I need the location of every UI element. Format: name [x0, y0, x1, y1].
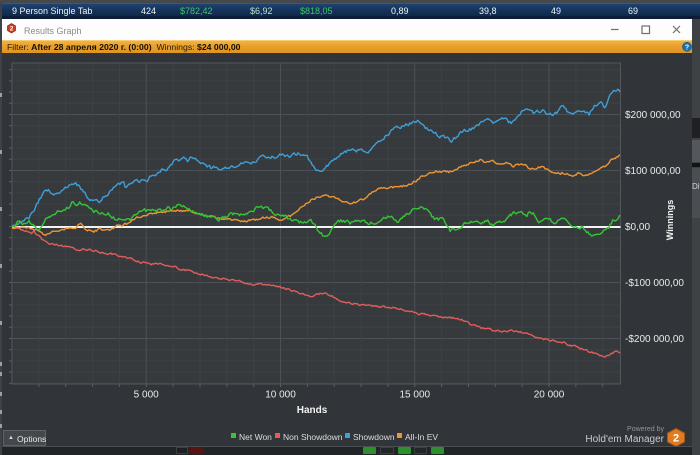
svg-text:15 000: 15 000 — [400, 390, 431, 401]
svg-text:2: 2 — [673, 433, 679, 445]
svg-text:Winnings: Winnings — [665, 200, 675, 240]
svg-text:$0,00: $0,00 — [625, 222, 650, 233]
svg-text:10 000: 10 000 — [265, 390, 296, 401]
svg-text:-$100 000,00: -$100 000,00 — [625, 278, 684, 289]
svg-text:$100 000,00: $100 000,00 — [625, 166, 681, 177]
svg-text:$200 000,00: $200 000,00 — [625, 110, 681, 121]
svg-text:-$200 000,00: -$200 000,00 — [625, 334, 684, 345]
svg-text:5 000: 5 000 — [134, 390, 159, 401]
svg-text:2: 2 — [10, 26, 14, 33]
svg-text:20 000: 20 000 — [534, 390, 565, 401]
svg-text:?: ? — [685, 45, 689, 52]
svg-text:Hands: Hands — [297, 405, 328, 416]
